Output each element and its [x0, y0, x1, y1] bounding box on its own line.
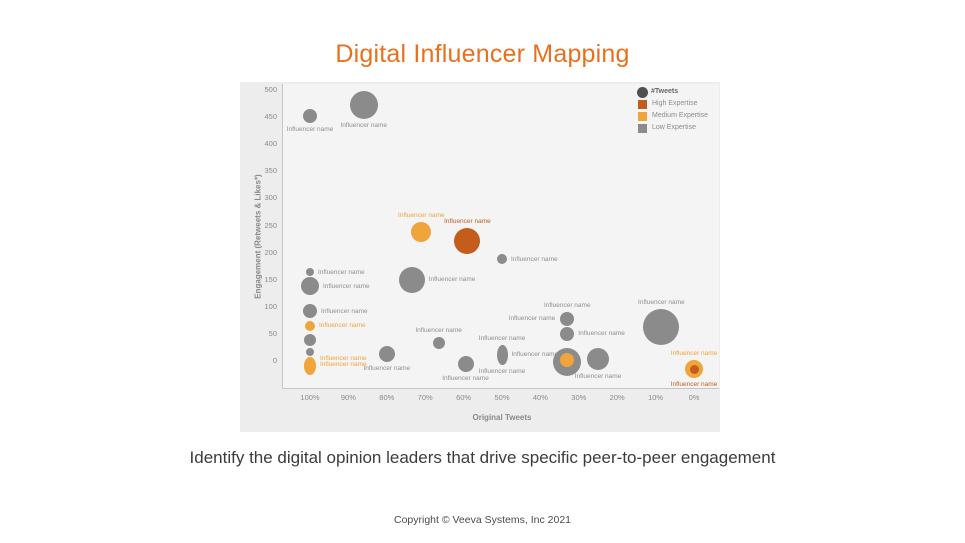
influencer-bubble — [304, 333, 316, 346]
influencer-bubble — [497, 254, 507, 265]
legend-label: Low Expertise — [652, 124, 696, 131]
legend-item: #Tweets — [637, 86, 708, 98]
x-tick-label: 100% — [300, 393, 320, 402]
bubble-label: Influencer name — [320, 361, 367, 369]
bubble-label: Influencer name — [670, 381, 718, 389]
influencer-bubble — [689, 364, 699, 374]
influencer-bubble — [560, 311, 575, 326]
y-tick-label: 50 — [268, 328, 277, 338]
legend-label: High Expertise — [652, 100, 698, 107]
bubble-label: Influencer name — [511, 350, 559, 358]
y-tick-label: 150 — [264, 274, 277, 284]
low-expertise-swatch-icon — [638, 123, 647, 133]
bubble-label: Influencer name — [508, 315, 556, 323]
legend-label: #Tweets — [651, 88, 679, 95]
x-tick-label: 0% — [688, 393, 700, 402]
influencer-bubble-chart: Engagement (Retweets & Likes*) Original … — [240, 82, 720, 432]
high-expertise-swatch-icon — [638, 99, 647, 109]
slide-caption: Identify the digital opinion leaders tha… — [189, 448, 776, 467]
y-tick-label: 0 — [272, 356, 277, 365]
influencer-bubble — [349, 91, 378, 120]
bubble-label: Influencer name — [478, 368, 526, 376]
bubble-label: Influencer name — [428, 276, 476, 284]
influencer-bubble — [303, 109, 317, 124]
y-tick-label: 250 — [264, 220, 277, 230]
influencer-bubble — [496, 345, 508, 366]
influencer-bubble — [378, 345, 395, 362]
influencer-bubble — [303, 304, 317, 319]
bubble-label: Influencer name — [442, 375, 489, 383]
legend-item: Medium Expertise — [638, 110, 708, 122]
x-tick-label: 30% — [571, 393, 587, 402]
bubble-label: Influencer name — [321, 307, 368, 315]
bubble-label: Influencer name — [638, 298, 685, 306]
influencer-bubble — [454, 228, 481, 255]
influencer-bubble — [560, 326, 575, 341]
bubble-label: Influencer name — [319, 322, 366, 330]
y-tick-label: 200 — [264, 247, 277, 257]
bubble-label: Influencer name — [323, 282, 370, 290]
influencer-bubble — [457, 356, 474, 373]
bubble-label: Influencer name — [670, 350, 718, 358]
tweets-size-icon — [637, 86, 648, 98]
influencer-bubble — [306, 347, 314, 356]
y-tick-label: 100 — [264, 301, 277, 311]
bubble-label: Influencer name — [478, 335, 526, 343]
bubble-label: Influencer name — [398, 212, 445, 219]
bubble-label: Influencer name — [574, 372, 622, 380]
x-tick-label: 90% — [340, 393, 356, 402]
influencer-bubble — [305, 320, 315, 331]
legend-label: Medium Expertise — [652, 112, 709, 119]
bubble-label: Influencer name — [363, 364, 411, 372]
x-tick-label: 80% — [379, 393, 395, 402]
bubble-label: Influencer name — [318, 268, 365, 276]
y-tick-label: 500 — [264, 85, 277, 94]
legend-item: High Expertise — [638, 98, 708, 110]
legend-item: Low Expertise — [638, 122, 708, 134]
chart-legend: #Tweets High Expertise Medium Expertise Low… — [637, 86, 708, 134]
influencer-bubble — [411, 222, 432, 242]
x-tick-label: 20% — [609, 393, 625, 402]
y-tick-label: 400 — [264, 139, 277, 149]
influencer-bubble — [643, 308, 680, 345]
bubble-label: Influencer name — [444, 218, 491, 226]
copyright-footer: Copyright © Veeva Systems, Inc 2021 — [394, 514, 571, 526]
x-tick-label: 50% — [494, 393, 510, 402]
influencer-bubble — [587, 347, 609, 370]
y-tick-label: 300 — [264, 193, 277, 203]
x-tick-label: 60% — [456, 393, 472, 402]
influencer-bubble — [398, 266, 425, 293]
x-tick-label: 10% — [648, 393, 664, 402]
bubble-label: Influencer name — [578, 330, 625, 338]
bubble-label: Influencer name — [415, 327, 462, 335]
influencer-bubble — [306, 268, 314, 277]
x-axis-title: Original Tweets — [472, 413, 532, 422]
bubble-label: Influencer name — [543, 301, 591, 309]
influencer-bubble — [432, 337, 445, 350]
x-tick-label: 70% — [417, 393, 433, 402]
bubble-label: Influencer name — [320, 355, 367, 363]
influencer-bubble — [560, 353, 575, 368]
medium-expertise-swatch-icon — [638, 111, 647, 121]
x-tick-label: 40% — [532, 393, 548, 402]
bubble-label: Influencer name — [511, 255, 558, 263]
bubble-label: Influencer name — [340, 122, 388, 130]
bubble-label: Influencer name — [286, 126, 334, 134]
influencer-bubble — [304, 356, 316, 375]
y-axis-title: Engagement (Retweets & Likes*) — [253, 174, 263, 299]
y-tick-label: 350 — [264, 166, 277, 176]
page-title: Digital Influencer Mapping — [335, 40, 630, 68]
influencer-bubble — [301, 277, 319, 296]
y-tick-label: 450 — [264, 112, 277, 122]
